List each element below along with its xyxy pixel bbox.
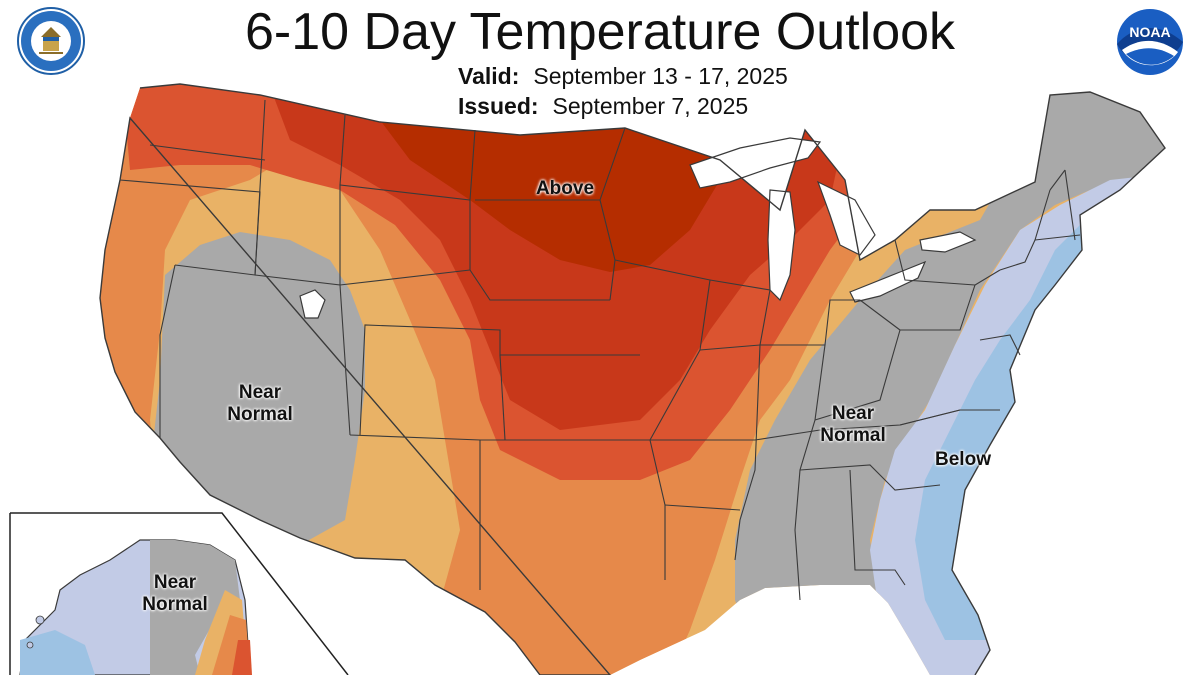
label-near-normal-west: Near Normal <box>215 382 305 426</box>
lake-erie <box>849 260 927 303</box>
noaa-logo: NOAA <box>1114 6 1186 78</box>
state-borders <box>99 83 1166 675</box>
label-near-normal-east-line2: Normal <box>820 425 886 446</box>
alaska-above-mid <box>232 640 252 675</box>
lake-huron <box>816 180 876 256</box>
alaska-inset <box>9 512 349 675</box>
alaska-below-low <box>20 630 95 675</box>
label-near-normal-alaska: Near Normal <box>130 572 220 616</box>
label-above: Above <box>535 178 595 199</box>
valid-label: Valid: <box>458 63 520 89</box>
commerce-seal-logo <box>17 7 85 75</box>
label-near-normal-east: Near Normal <box>808 403 898 447</box>
lake-superior <box>689 137 822 189</box>
lake-michigan <box>767 189 796 302</box>
alaska-near-normal <box>150 540 240 675</box>
great-lakes <box>299 137 977 319</box>
issued-label: Issued: <box>458 93 539 119</box>
issued-value: September 7, 2025 <box>552 93 749 119</box>
page-title: 6-10 Day Temperature Outlook <box>244 3 956 61</box>
label-near-normal-alaska-line2: Normal <box>142 594 208 615</box>
great-salt-lake <box>299 289 326 319</box>
lake-ontario <box>919 231 977 253</box>
issued-line: Issued: September 7, 2025 <box>458 92 748 120</box>
valid-line: Valid: September 13 - 17, 2025 <box>458 62 788 90</box>
label-near-normal-west-line1: Near <box>238 382 282 403</box>
label-near-normal-alaska-line1: Near <box>153 572 197 593</box>
label-near-normal-west-line2: Normal <box>227 404 293 425</box>
label-near-normal-east-line1: Near <box>831 403 875 424</box>
band-near-normal-east <box>735 84 1165 675</box>
svg-text:NOAA: NOAA <box>1129 24 1170 40</box>
label-below: Below <box>935 449 991 470</box>
valid-value: September 13 - 17, 2025 <box>533 63 788 89</box>
